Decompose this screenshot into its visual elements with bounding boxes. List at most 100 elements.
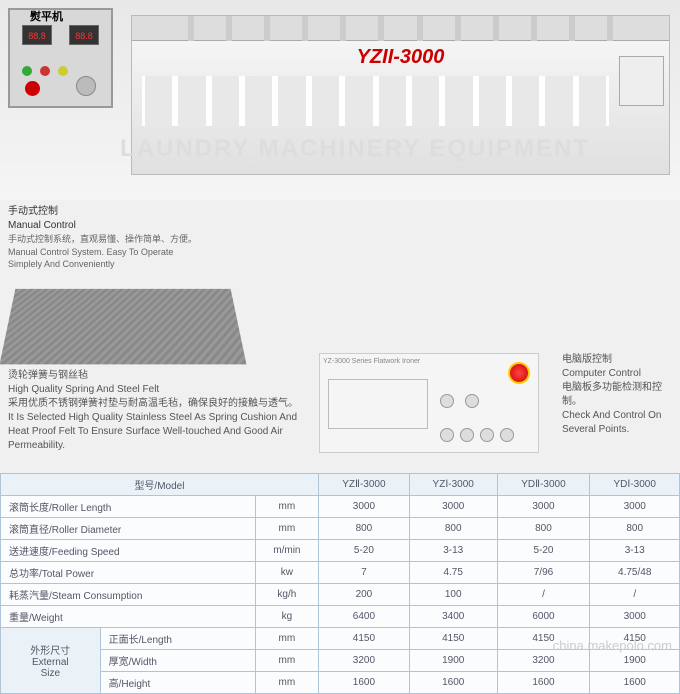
panel-button-green: [22, 66, 32, 76]
felt-en-title: High Quality Spring And Steel Felt: [8, 383, 309, 397]
row-label: 滚筒直径/Roller Diameter: [1, 517, 256, 539]
felt-en-desc: It Is Selected High Quality Stainless St…: [8, 411, 309, 453]
row-value: 4150: [409, 627, 497, 649]
row-value: 7: [318, 561, 409, 583]
row-value: 800: [318, 517, 409, 539]
panel-display-left: 88.8: [22, 25, 52, 45]
row-value: 800: [409, 517, 497, 539]
row-value: 1900: [590, 649, 680, 671]
row-label: 正面长/Length: [100, 627, 255, 649]
emergency-stop-icon: [25, 81, 40, 96]
table-row: 重量/Weightkg6400340060003000: [1, 605, 680, 627]
manual-en-desc: Manual Control System. Easy To Operate S…: [8, 246, 208, 271]
table-header-row: 型号/Model YZⅡ-3000 YZⅠ-3000 YDⅡ-3000 YDⅠ-…: [1, 473, 680, 495]
row-value: 3400: [409, 605, 497, 627]
header-model: 型号/Model: [1, 473, 319, 495]
row-unit: kg: [255, 605, 318, 627]
row-value: 4150: [590, 627, 680, 649]
table-row: 外形尺寸ExternalSize正面长/Lengthmm415041504150…: [1, 627, 680, 649]
row-value: 4.75: [409, 561, 497, 583]
computer-cn-title: 电脑版控制: [562, 353, 672, 367]
table-row: 总功率/Total Powerkw74.757/964.75/48: [1, 561, 680, 583]
row-label: 重量/Weight: [1, 605, 256, 627]
row-unit: mm: [255, 627, 318, 649]
row-value: 4.75/48: [590, 561, 680, 583]
table-row: 耗蒸汽量/Steam Consumptionkg/h200100//: [1, 583, 680, 605]
row-value: 200: [318, 583, 409, 605]
row-unit: mm: [255, 495, 318, 517]
panel-title: 熨平机: [30, 8, 63, 24]
row-value: 1600: [409, 671, 497, 693]
row-value: 1600: [590, 671, 680, 693]
machine-model-label: YZII-3000: [357, 46, 445, 69]
row-value: 3000: [318, 495, 409, 517]
row-label: 高/Height: [100, 671, 255, 693]
row-value: 3-13: [409, 539, 497, 561]
table-row: 滚筒长度/Roller Lengthmm3000300030003000: [1, 495, 680, 517]
row-label: 送进速度/Feeding Speed: [1, 539, 256, 561]
row-unit: mm: [255, 649, 318, 671]
row-value: 1900: [409, 649, 497, 671]
row-value: 3000: [497, 495, 590, 517]
panel-button: [460, 428, 474, 442]
row-unit: kw: [255, 561, 318, 583]
felt-photo: [0, 289, 246, 365]
row-value: 3000: [590, 605, 680, 627]
row-value: 1600: [497, 671, 590, 693]
description-section: 手动式控制 Manual Control 手动式控制系统，直观易懂、操作简单、方…: [0, 200, 680, 468]
felt-cn-title: 烫轮弹簧与钢丝毡: [8, 369, 309, 383]
row-unit: kg/h: [255, 583, 318, 605]
row-value: 7/96: [497, 561, 590, 583]
header-col: YZⅠ-3000: [409, 473, 497, 495]
table-row: 厚宽/Widthmm3200190032001900: [1, 649, 680, 671]
row-value: 4150: [497, 627, 590, 649]
row-value: 800: [497, 517, 590, 539]
felt-cn-desc: 采用优质不锈钢弹簧衬垫与耐高温毛毡，确保良好的接触与透气。: [8, 397, 309, 411]
computer-panel-photo: YZ-3000 Series Flatwork Ironer: [319, 353, 539, 453]
panel-button: [440, 394, 454, 408]
header-col: YDⅠ-3000: [590, 473, 680, 495]
row-label: 厚宽/Width: [100, 649, 255, 671]
machine-illustration: YZII-3000: [131, 15, 670, 185]
header-col: YDⅡ-3000: [497, 473, 590, 495]
specs-table: 型号/Model YZⅡ-3000 YZⅠ-3000 YDⅡ-3000 YDⅠ-…: [0, 473, 680, 694]
row-label: 滚筒长度/Roller Length: [1, 495, 256, 517]
row-value: /: [590, 583, 680, 605]
computer-en-desc: Check And Control On Several Points.: [562, 409, 672, 437]
computer-en-title: Computer Control: [562, 367, 672, 381]
panel-button-red: [40, 66, 50, 76]
row-value: /: [497, 583, 590, 605]
row-value: 3000: [590, 495, 680, 517]
machine-side-controls: [619, 56, 664, 106]
panel-button: [480, 428, 494, 442]
row-value: 5-20: [318, 539, 409, 561]
manual-cn-desc: 手动式控制系统，直观易懂、操作简单、方便。: [8, 233, 208, 246]
row-value: 100: [409, 583, 497, 605]
computer-panel-label: YZ-3000 Series Flatwork Ironer: [320, 354, 538, 370]
row-value: 800: [590, 517, 680, 539]
row-value: 4150: [318, 627, 409, 649]
table-row: 送进速度/Feeding Speedm/min5-203-135-203-13: [1, 539, 680, 561]
computer-cn-desc: 电脑板多功能检测和控制。: [562, 381, 672, 409]
panel-button: [440, 428, 454, 442]
panel-display-right: 88.8: [69, 25, 99, 45]
manual-en-title: Manual Control: [8, 219, 208, 233]
row-label: 耗蒸汽量/Steam Consumption: [1, 583, 256, 605]
control-panel-photo: 熨平机 88.8 88.8: [0, 0, 121, 200]
row-value: 1600: [318, 671, 409, 693]
row-value: 5-20: [497, 539, 590, 561]
row-value: 6400: [318, 605, 409, 627]
manual-cn-title: 手动式控制: [8, 205, 208, 219]
row-value: 3000: [409, 495, 497, 517]
panel-knob: [76, 76, 96, 96]
panel-button: [500, 428, 514, 442]
row-unit: mm: [255, 671, 318, 693]
hero-area: 熨平机 88.8 88.8 YZII-3000: [0, 0, 680, 200]
row-value: 3200: [318, 649, 409, 671]
header-col: YZⅡ-3000: [318, 473, 409, 495]
panel-button: [465, 394, 479, 408]
size-group-label: 外形尺寸ExternalSize: [1, 627, 101, 693]
table-row: 高/Heightmm1600160016001600: [1, 671, 680, 693]
row-value: 3200: [497, 649, 590, 671]
row-unit: mm: [255, 517, 318, 539]
